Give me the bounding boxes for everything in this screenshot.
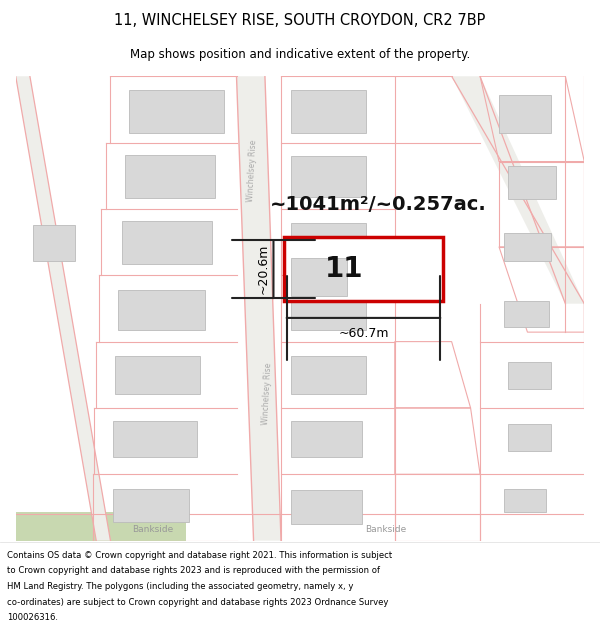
Text: Contains OS data © Crown copyright and database right 2021. This information is : Contains OS data © Crown copyright and d… [7, 551, 392, 560]
Text: ~60.7m: ~60.7m [338, 328, 389, 341]
Bar [33, 225, 76, 261]
Bar [115, 356, 200, 394]
Bar [122, 221, 212, 264]
Polygon shape [16, 76, 110, 541]
Text: HM Land Registry. The polygons (including the associated geometry, namely x, y: HM Land Registry. The polygons (includin… [7, 582, 353, 591]
Bar [118, 291, 205, 330]
Bar [508, 424, 551, 451]
Text: co-ordinates) are subject to Crown copyright and database rights 2023 Ordnance S: co-ordinates) are subject to Crown copyr… [7, 598, 389, 607]
Text: 11, WINCHELSEY RISE, SOUTH CROYDON, CR2 7BP: 11, WINCHELSEY RISE, SOUTH CROYDON, CR2 … [115, 13, 485, 28]
Bar [290, 356, 367, 394]
Bar [113, 421, 197, 457]
Bar [504, 489, 547, 512]
Text: 100026316.: 100026316. [7, 613, 58, 622]
Bar [125, 155, 215, 198]
Polygon shape [452, 76, 584, 304]
Text: ~20.6m: ~20.6m [257, 244, 269, 294]
Bar [290, 258, 347, 296]
Bar [290, 91, 367, 133]
Text: to Crown copyright and database rights 2023 and is reproduced with the permissio: to Crown copyright and database rights 2… [7, 566, 380, 576]
Bar [290, 292, 367, 330]
Polygon shape [236, 76, 281, 541]
Text: Bankside: Bankside [133, 525, 174, 534]
Bar [284, 238, 443, 301]
Bar [290, 156, 367, 197]
Polygon shape [16, 512, 186, 541]
Bar [504, 301, 549, 328]
Bar [290, 223, 367, 263]
Text: Bankside: Bankside [365, 525, 406, 534]
Bar [290, 491, 362, 524]
Text: 11: 11 [325, 255, 364, 283]
Text: ~1041m²/~0.257ac.: ~1041m²/~0.257ac. [270, 195, 487, 214]
Text: Map shows position and indicative extent of the property.: Map shows position and indicative extent… [130, 48, 470, 61]
Bar [504, 232, 551, 261]
Bar [290, 421, 362, 457]
Bar [508, 166, 556, 199]
Text: Winchelsey Rise: Winchelsey Rise [245, 140, 258, 202]
Text: Winchelsey Rise: Winchelsey Rise [261, 362, 273, 425]
Bar [508, 362, 551, 389]
Bar [113, 489, 189, 522]
Bar [130, 91, 224, 133]
Bar [499, 95, 551, 133]
